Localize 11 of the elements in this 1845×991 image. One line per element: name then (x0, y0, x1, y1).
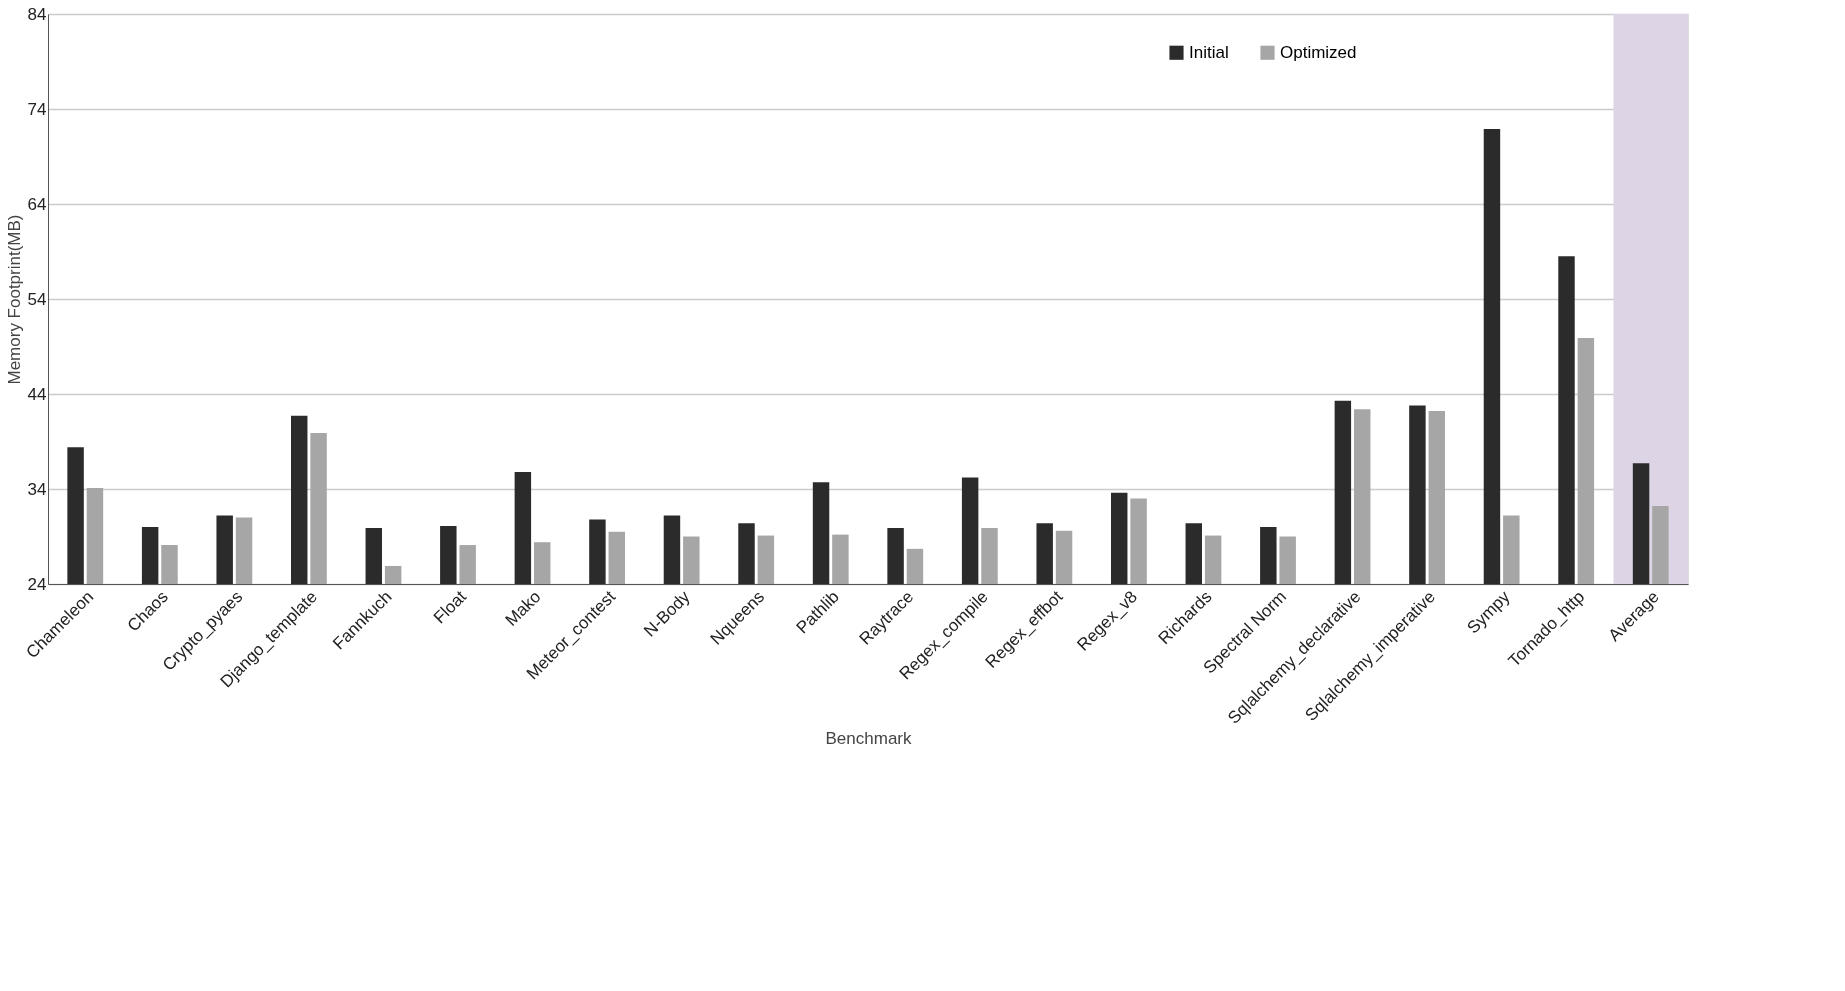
y-tick-label: 24 (27, 574, 47, 594)
y-tick-label: 44 (27, 384, 47, 404)
legend-label: Initial (1189, 42, 1229, 62)
y-tick-label: 54 (27, 289, 47, 309)
y-tick-label: 84 (27, 4, 47, 24)
y-tick-label: 34 (27, 479, 47, 499)
x-axis-title: Benchmark (825, 728, 912, 748)
y-axis-title: Memory Footprint(MB) (4, 214, 24, 385)
y-tick-label: 64 (27, 194, 47, 214)
legend-label: Optimized (1280, 42, 1357, 62)
y-tick-label: 74 (27, 99, 47, 119)
